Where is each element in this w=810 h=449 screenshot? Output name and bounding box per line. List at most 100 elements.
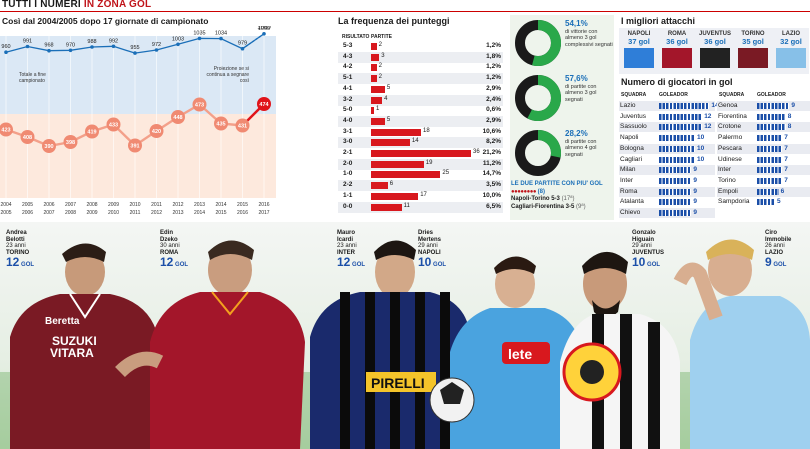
blue-point bbox=[68, 48, 73, 53]
player-label: Ciro Immobile 26 anni LAZIO 9 GOL bbox=[765, 230, 791, 269]
blue-point bbox=[176, 42, 180, 47]
player-goal-unit: GOL bbox=[19, 262, 35, 268]
freq-bar bbox=[371, 203, 402, 211]
red-point-label: 474 bbox=[259, 102, 269, 108]
freq-percent: 14,7% bbox=[482, 170, 501, 178]
player-last-name: Mertens bbox=[418, 236, 442, 243]
player-first-name: Edin bbox=[160, 230, 173, 236]
player-goal-number: 10 bbox=[418, 255, 432, 269]
player-belotti-figure bbox=[10, 243, 160, 449]
blue-point-label: 970 bbox=[66, 42, 75, 48]
player-age: 29 anni bbox=[632, 243, 652, 249]
blue-point-label: 968 bbox=[44, 43, 53, 49]
blue-point-label: 960 bbox=[1, 44, 10, 50]
freq-col-matches: PARTITE bbox=[371, 34, 393, 40]
scorer-bar bbox=[757, 145, 783, 152]
x-tick-label-bottom: 2014 bbox=[194, 210, 205, 216]
scorer-count: 9 bbox=[693, 198, 698, 206]
scorer-count: 10 bbox=[697, 134, 705, 142]
player-goal-unit: GOL bbox=[173, 262, 189, 268]
scorer-row: Bologna 10 bbox=[619, 143, 715, 154]
player-goal-unit: GOL bbox=[350, 262, 366, 268]
blue-point bbox=[154, 48, 159, 52]
player-club: TORINO bbox=[6, 249, 30, 256]
freq-result: 3-0 bbox=[343, 138, 353, 146]
freq-result: 3-1 bbox=[343, 127, 353, 135]
scorer-row: Milan 9 bbox=[619, 165, 715, 176]
scorer-team: Sassuolo bbox=[620, 123, 647, 131]
scorer-team: Chievo bbox=[620, 209, 641, 216]
scorer-row: Sassuolo 12 bbox=[619, 122, 715, 133]
blue-point-label: 988 bbox=[87, 39, 96, 45]
x-tick-label-bottom: 2010 bbox=[108, 210, 119, 216]
note-projection: Proiezione se si continua a segnare così bbox=[206, 66, 249, 84]
freq-percent: 2,9% bbox=[486, 116, 501, 124]
scorer-team: Torino bbox=[718, 176, 736, 184]
scorer-team: Atalanta bbox=[620, 198, 644, 206]
scorer-count: 9 bbox=[693, 166, 698, 174]
donut-slice bbox=[515, 75, 561, 121]
freq-result: 3-2 bbox=[343, 95, 353, 103]
blue-point bbox=[197, 36, 202, 41]
freq-row: 1-0 25 14,7% bbox=[338, 169, 503, 180]
freq-row: 4-1 5 2,9% bbox=[338, 84, 503, 95]
freq-row: 4-2 2 1,2% bbox=[338, 62, 503, 73]
freq-percent: 3,5% bbox=[486, 181, 501, 189]
player-goal-number: 12 bbox=[6, 255, 20, 269]
scorer-bar bbox=[757, 177, 783, 184]
scorer-bar bbox=[659, 156, 695, 163]
scorer-count: 7 bbox=[784, 134, 788, 142]
freq-percent: 21,2% bbox=[482, 149, 501, 156]
x-tick-label-bottom: 2015 bbox=[215, 210, 226, 216]
freq-col-result: RISULTATO bbox=[342, 34, 370, 40]
red-point bbox=[0, 122, 13, 137]
scorer-row: Fiorentina 8 bbox=[717, 112, 810, 122]
x-tick-label-bottom: 2016 bbox=[237, 210, 248, 216]
x-tick-label-top: 2012 bbox=[172, 202, 183, 208]
donut-slice bbox=[515, 130, 561, 176]
freq-row: 4-3 3 1,8% bbox=[338, 51, 503, 63]
scorer-bar bbox=[659, 177, 692, 184]
player-last-name: Belotti bbox=[6, 236, 25, 243]
player-goal-unit: GOL bbox=[645, 262, 661, 268]
freq-count: 2 bbox=[378, 42, 382, 48]
freq-bar bbox=[371, 53, 380, 61]
donut-footer: LE DUE PARTITE CON PIU' GOL ●●●●●●●● (8)… bbox=[511, 181, 603, 210]
player-first-name: Mauro bbox=[337, 230, 355, 236]
x-tick-label-bottom: 2008 bbox=[65, 210, 76, 216]
freq-result: 2-1 bbox=[343, 149, 353, 156]
scorer-count: 10 bbox=[697, 144, 705, 152]
freq-result: 2-0 bbox=[343, 159, 353, 167]
freq-row: 3-2 4 2,4% bbox=[338, 94, 503, 106]
donut-percent: 28,2% bbox=[565, 129, 588, 138]
x-tick-label-top: 2008 bbox=[86, 202, 97, 208]
freq-row: 0-0 11 6,5% bbox=[338, 201, 503, 213]
x-tick-label-top: 2015 bbox=[237, 202, 248, 208]
scorer-team: Cagliari bbox=[620, 155, 643, 163]
note-total: Totale a fine campionato bbox=[19, 72, 46, 84]
x-tick-label-top: 2007 bbox=[65, 202, 76, 208]
player-label: Edin Dzeko 30 anni ROMA 12 GOL bbox=[160, 230, 188, 269]
scorer-row: Cagliari 10 bbox=[619, 155, 715, 165]
scorer-count: 9 bbox=[693, 209, 698, 216]
player-goal-unit: GOL bbox=[431, 262, 447, 268]
blue-point-label: 979 bbox=[238, 41, 247, 47]
scorer-bar bbox=[757, 156, 783, 163]
blue-point bbox=[4, 50, 8, 54]
scorers-col-head: GOLEADOR bbox=[659, 92, 688, 98]
red-point-label: 435 bbox=[216, 122, 225, 128]
freq-result: 4-3 bbox=[343, 52, 353, 60]
attack-team-shirt bbox=[700, 48, 730, 68]
scorer-team: Juventus bbox=[620, 112, 647, 120]
scorer-bar bbox=[659, 113, 703, 120]
player-first-name: Ciro bbox=[765, 230, 777, 236]
scorer-row: Chievo 9 bbox=[619, 208, 715, 218]
player-age: 23 anni bbox=[337, 243, 357, 249]
blue-point-label: 972 bbox=[152, 42, 161, 48]
freq-bar bbox=[371, 75, 377, 83]
player-immobile-figure bbox=[673, 239, 810, 449]
freq-bar bbox=[371, 64, 377, 72]
freq-bar bbox=[371, 171, 441, 179]
scorer-row: Juventus 12 bbox=[619, 112, 715, 122]
red-point bbox=[63, 135, 78, 149]
